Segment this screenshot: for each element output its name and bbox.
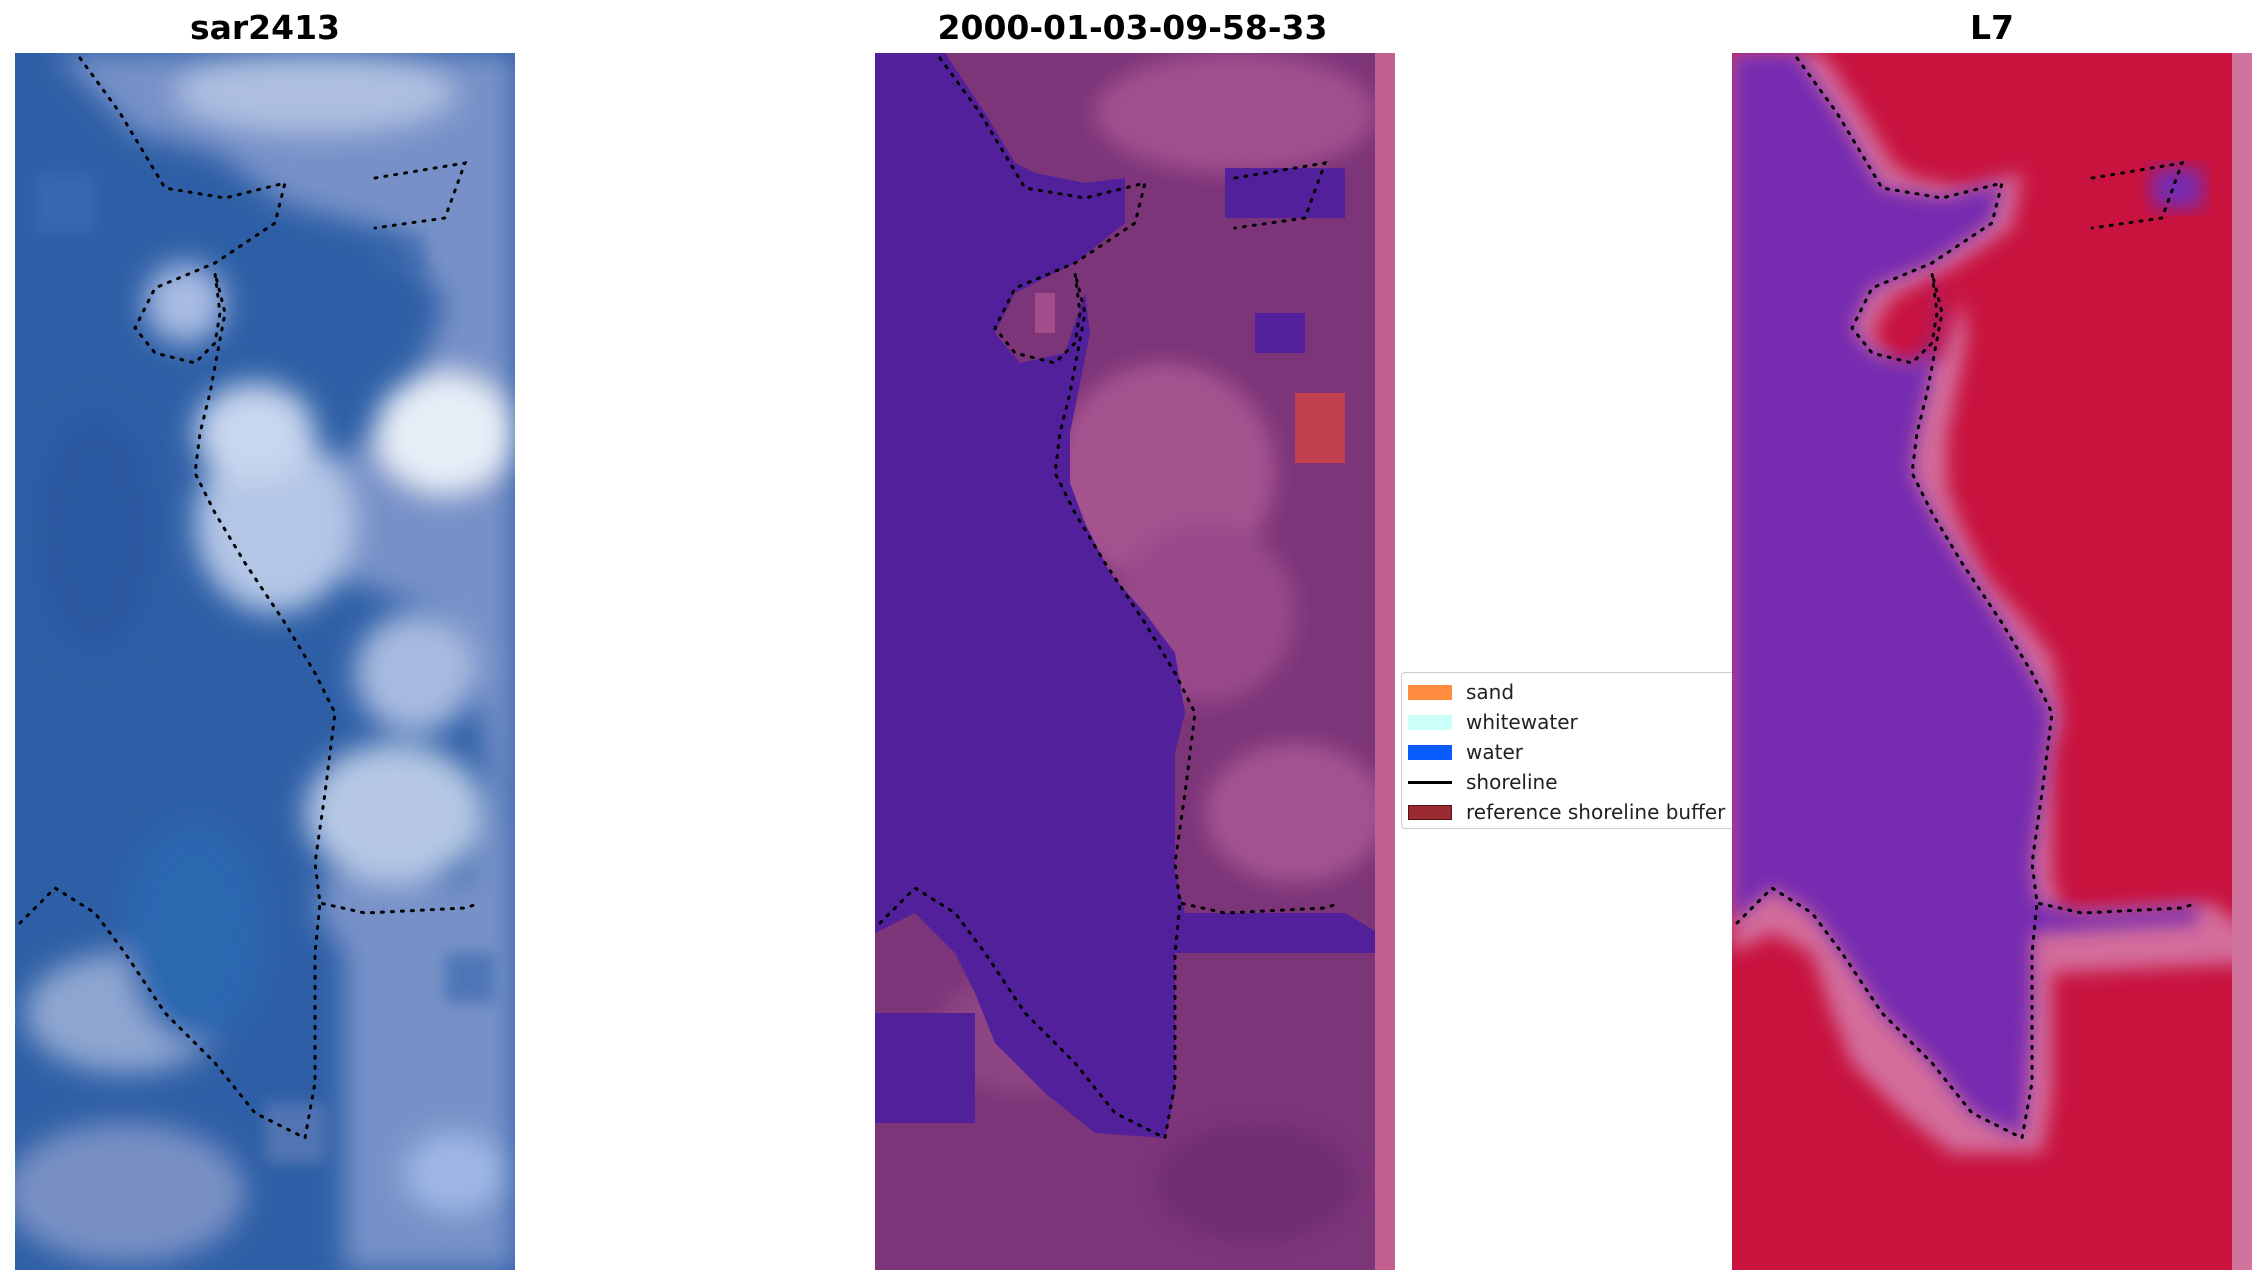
panel-title-l7: L7 <box>1970 8 2014 47</box>
legend-item-sand: sand <box>1408 677 1514 707</box>
classified-edge-strip <box>1375 53 1395 1270</box>
reference-buffer-swatch <box>1408 804 1452 820</box>
panel-title-classified: 2000-01-03-09-58-33 <box>937 8 1328 47</box>
water-swatch <box>1408 744 1452 760</box>
ndwi-image <box>1732 53 2252 1270</box>
legend-label-shoreline: shoreline <box>1466 770 1558 794</box>
legend-item-water: water <box>1408 737 1523 767</box>
legend-item-reference-buffer: reference shoreline buffer <box>1408 797 1725 827</box>
sand-swatch <box>1408 684 1452 700</box>
ndwi-water-region <box>1732 53 2197 1138</box>
classified-water-patch-2 <box>1255 313 1305 353</box>
classified-red-patch <box>1295 393 1345 463</box>
rgb-image <box>15 53 515 1270</box>
panel-title-rgb: sar2413 <box>189 8 341 47</box>
classified-image-svg <box>875 53 1395 1270</box>
classified-land-patch <box>1035 293 1055 333</box>
classified-water-region <box>875 53 1395 1138</box>
ndwi-image-svg <box>1732 53 2252 1270</box>
classified-water-patch <box>1225 168 1345 218</box>
classified-image <box>875 53 1395 1270</box>
rgb-noise <box>35 173 495 1163</box>
legend: sand whitewater water shoreline referenc… <box>1401 672 1732 829</box>
shoreline-line-icon <box>1408 775 1452 790</box>
rgb-shoreline <box>18 56 482 1141</box>
rgb-image-svg <box>15 53 515 1270</box>
rgb-land-texture <box>15 53 515 1270</box>
classified-shoreline <box>878 56 1342 1141</box>
ndwi-edge-strip <box>2232 53 2252 1270</box>
ndwi-shoreline <box>1735 56 2199 1141</box>
ndwi-water-patch <box>2152 168 2202 208</box>
whitewater-swatch <box>1408 714 1452 730</box>
legend-item-whitewater: whitewater <box>1408 707 1578 737</box>
legend-label-reference-buffer: reference shoreline buffer <box>1466 800 1726 824</box>
legend-item-shoreline: shoreline <box>1408 767 1558 797</box>
legend-label-water: water <box>1466 740 1523 764</box>
legend-label-sand: sand <box>1466 680 1515 704</box>
legend-label-whitewater: whitewater <box>1466 710 1578 734</box>
